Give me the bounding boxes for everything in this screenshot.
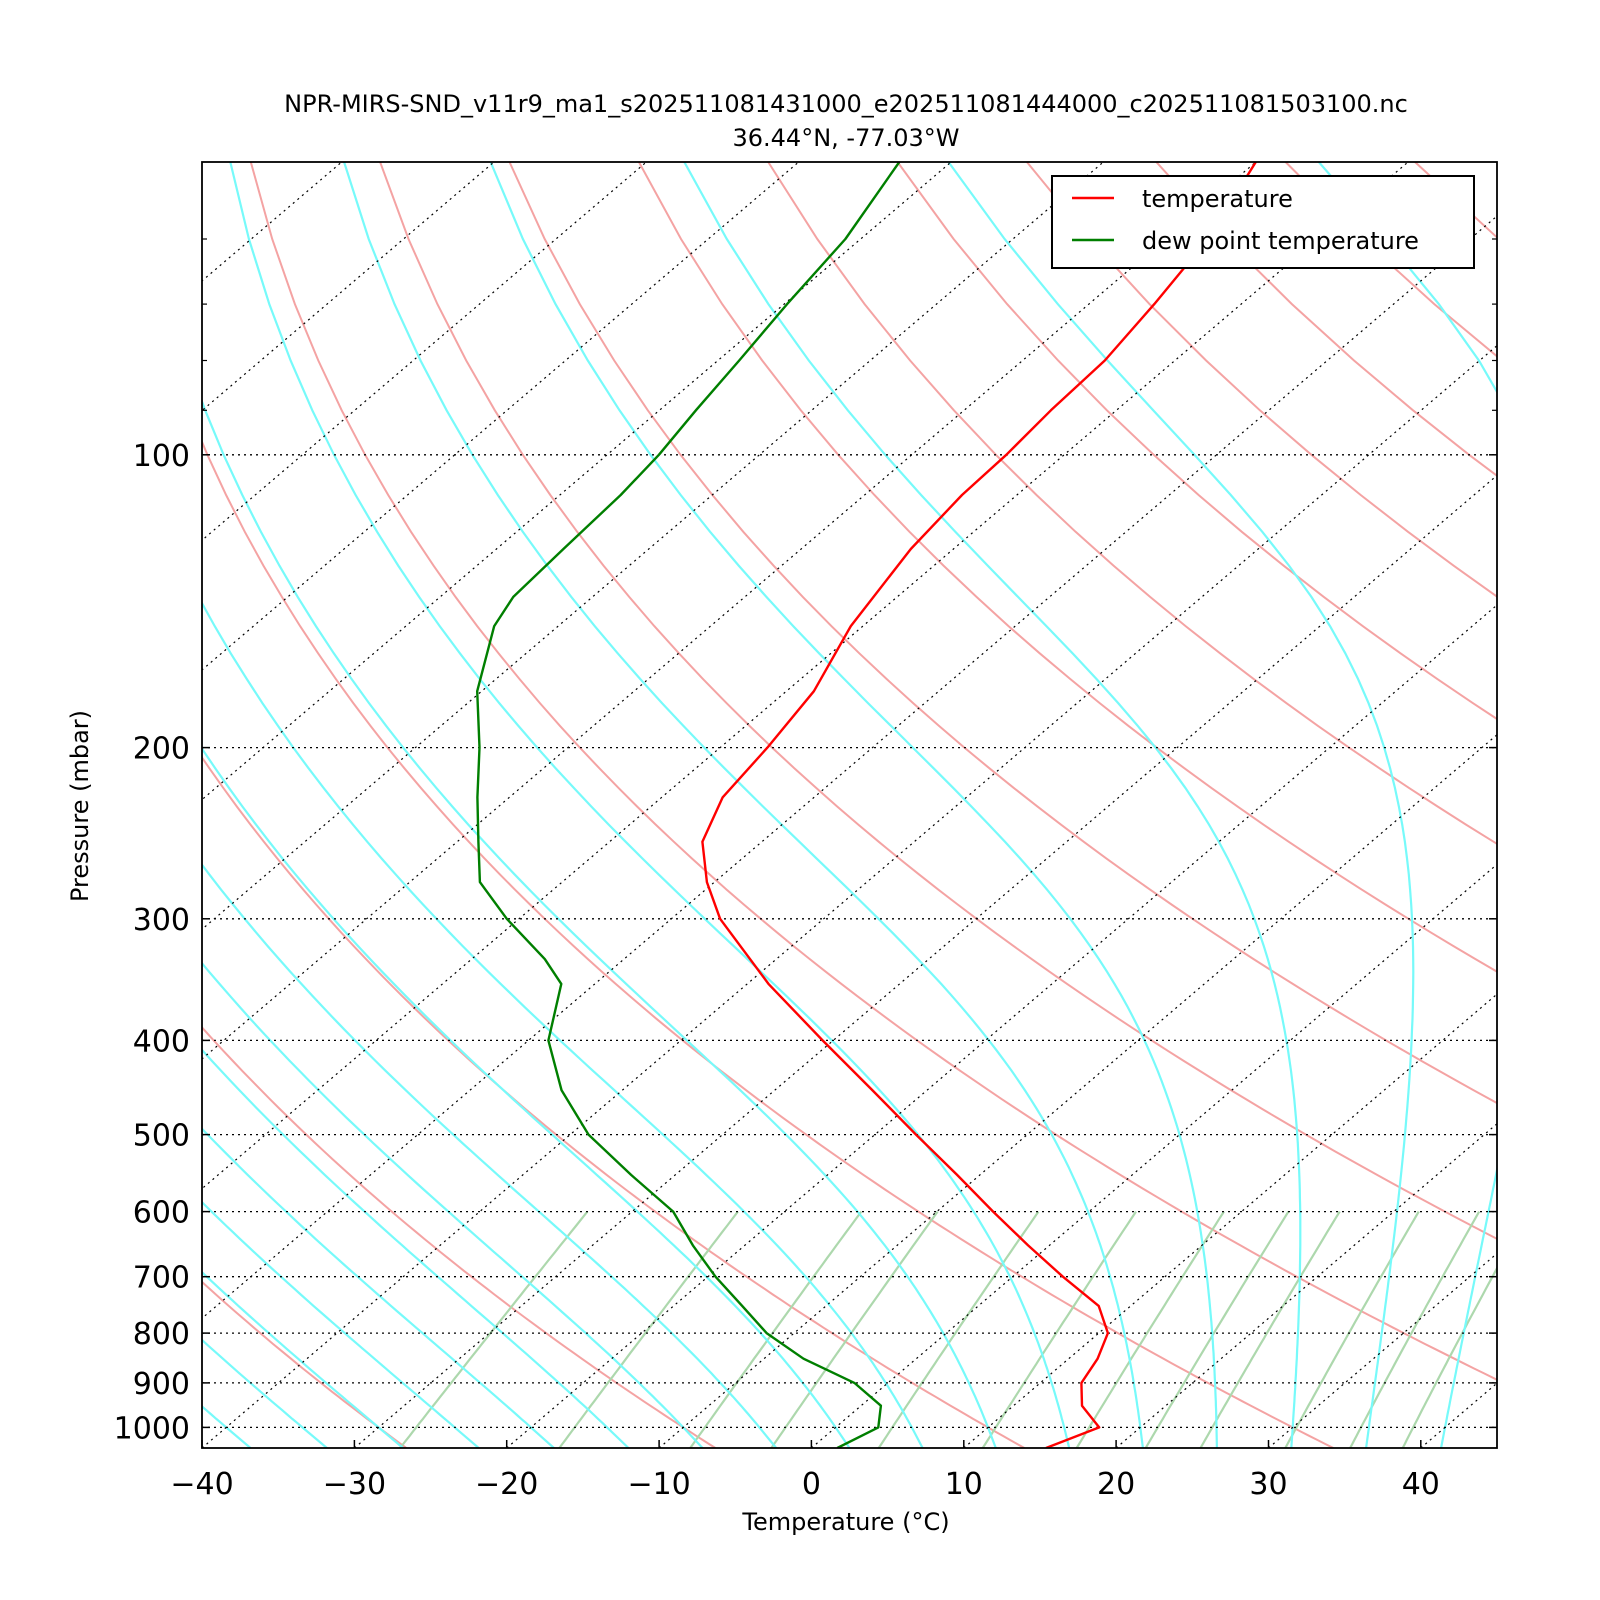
moist-adiabat [202,1048,630,1448]
y-tick-label: 900 [133,1367,190,1402]
legend-label-temperature: temperature [1142,185,1293,213]
moist-adiabat [229,162,1071,1448]
x-tick-label: −20 [475,1467,538,1502]
moist-adiabat [202,398,997,1448]
dry-adiabat [202,1280,407,1448]
moist-adiabat [202,746,851,1448]
mixing-ratio-line [981,1210,1137,1448]
isotherm [811,863,1497,1448]
mixing-ratio-line [1284,1211,1420,1448]
y-tick-label: 200 [133,732,190,767]
dry-adiabat [638,162,1497,973]
y-axis-ticks: 100 200 300 400 500 600 700 800 900 1000 [114,238,1497,1446]
x-axis-ticks: −40 −30 −20 −10 0 10 20 30 40 [170,1440,1440,1502]
moist-adiabat [683,162,1302,1448]
mixing-ratio-line [1144,1211,1290,1448]
dry-adiabat [767,162,1497,845]
moist-adiabat [202,600,924,1448]
isotherm [0,162,189,1448]
y-tick-label: 700 [133,1261,190,1296]
dry-adiabat [1414,162,1497,239]
plot-frame [201,161,1498,1449]
chart-title-file: NPR-MIRS-SND_v11r9_ma1_s202511081431000_… [284,90,1408,118]
isotherm [658,733,1497,1448]
dewpoint-line [476,162,901,1448]
dry-adiabat [202,439,1334,1448]
x-tick-label: −30 [323,1467,386,1502]
y-tick-label: 800 [133,1317,190,1352]
mixing-ratio-line [1075,1211,1225,1448]
isotherm [202,162,952,801]
dry-adiabat [379,162,1497,1240]
mixing-ratio-line [1349,1211,1481,1448]
dry-adiabat [249,162,1497,1381]
legend-label-dewpoint: dew point temperature [1142,227,1419,255]
isotherm [1420,1382,1497,1448]
temperature-line [701,162,1257,1448]
y-tick-label: 300 [133,903,190,938]
y-axis-label: Pressure (mbar) [66,710,94,902]
x-tick-label: −40 [170,1467,233,1502]
isotherm [506,604,1497,1448]
series-layer [476,162,1257,1448]
y-tick-label: 100 [133,439,190,474]
isotherm [1115,1122,1497,1448]
mixing-ratio-line [877,1210,1040,1448]
mixing-ratio-line [1401,1266,1497,1448]
isotherm [202,162,1257,1060]
x-tick-label: 0 [802,1467,821,1502]
y-tick-label: 600 [133,1196,190,1231]
dry-adiabat [202,755,1025,1448]
isotherm [1573,162,1600,1448]
isotherm [354,474,1497,1448]
moist-adiabat [202,1270,404,1448]
x-tick-label: 40 [1402,1467,1440,1502]
y-tick-label: 400 [133,1024,190,1059]
mixing-ratio-line [399,1210,589,1448]
moist-adiabat [489,162,1218,1448]
isotherm [202,215,1497,1320]
mixing-ratio-line [1199,1211,1341,1448]
isotherm [202,162,343,282]
pressure-grid [202,454,1497,1429]
dry-adiabat [202,1025,716,1448]
x-axis-label: Temperature (°C) [741,1508,949,1536]
x-tick-label: 20 [1097,1467,1135,1502]
isotherm [202,344,1497,1448]
x-tick-label: −10 [627,1467,690,1502]
mixing-ratio-line [689,1210,863,1448]
dry-adiabat [1284,162,1497,358]
moist-adiabat [202,1404,252,1448]
x-tick-label: 10 [945,1467,983,1502]
moist-adiabat [202,961,704,1448]
y-tick-label: 500 [133,1119,190,1154]
legend: temperature dew point temperature [1051,175,1475,269]
mixing-ratio-line [770,1210,939,1448]
chart-title-location: 36.44°N, -77.03°W [732,124,959,152]
y-tick-label: 1000 [114,1411,190,1446]
dry-adiabat [1544,162,1600,1448]
moist-adiabat [1317,162,1497,1448]
dry-adiabat [1155,162,1497,477]
mixing-ratio-line [558,1210,739,1448]
dry-adiabat [508,162,1497,1105]
moist-adiabat [202,1200,480,1448]
x-tick-label: 30 [1249,1467,1287,1502]
moist-adiabat [947,162,1415,1448]
moist-adiabat [202,1127,555,1448]
isotherm [202,162,800,671]
isotherm [963,993,1497,1448]
moist-adiabat [202,1338,328,1448]
moist-adiabat [202,863,778,1448]
isotherm [0,162,37,1448]
moist-adiabat [343,162,1144,1448]
isotherm [202,162,647,542]
legend-box [1051,175,1475,269]
background-lines [0,162,1600,1448]
